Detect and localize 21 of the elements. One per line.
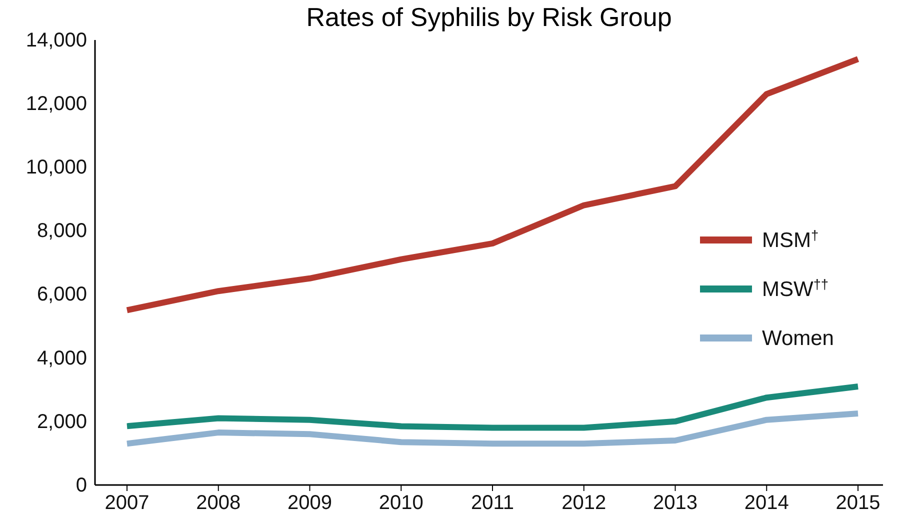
x-tick-label: 2010 <box>378 492 424 514</box>
x-tick-label: 2012 <box>562 492 606 514</box>
x-tick-label: 2008 <box>196 492 241 514</box>
x-tick-label: 2007 <box>104 492 150 514</box>
y-tick-label: 4,000 <box>36 347 87 370</box>
x-tick-label: 2015 <box>836 492 880 514</box>
chart-title: Rates of Syphilis by Risk Group <box>306 2 672 32</box>
y-tick-label: 14,000 <box>26 29 87 52</box>
y-tick-label: 2,000 <box>36 410 87 433</box>
x-tick-label: 2011 <box>470 492 514 514</box>
y-tick-label: 6,000 <box>36 284 87 306</box>
legend-label: MSM$^{†}$ <box>762 228 819 252</box>
y-tick-label: 8,000 <box>36 220 87 242</box>
x-tick-label: 2014 <box>744 492 789 514</box>
y-tick-label: 10,000 <box>26 156 87 179</box>
legend-label: Women <box>762 327 834 350</box>
x-tick-label: 2009 <box>288 492 332 514</box>
y-tick-label: 12,000 <box>26 92 87 115</box>
x-tick-label: 2013 <box>653 492 698 514</box>
legend-label: MSW$^{††}$ <box>762 276 829 301</box>
y-tick-label: 0 <box>76 474 87 496</box>
